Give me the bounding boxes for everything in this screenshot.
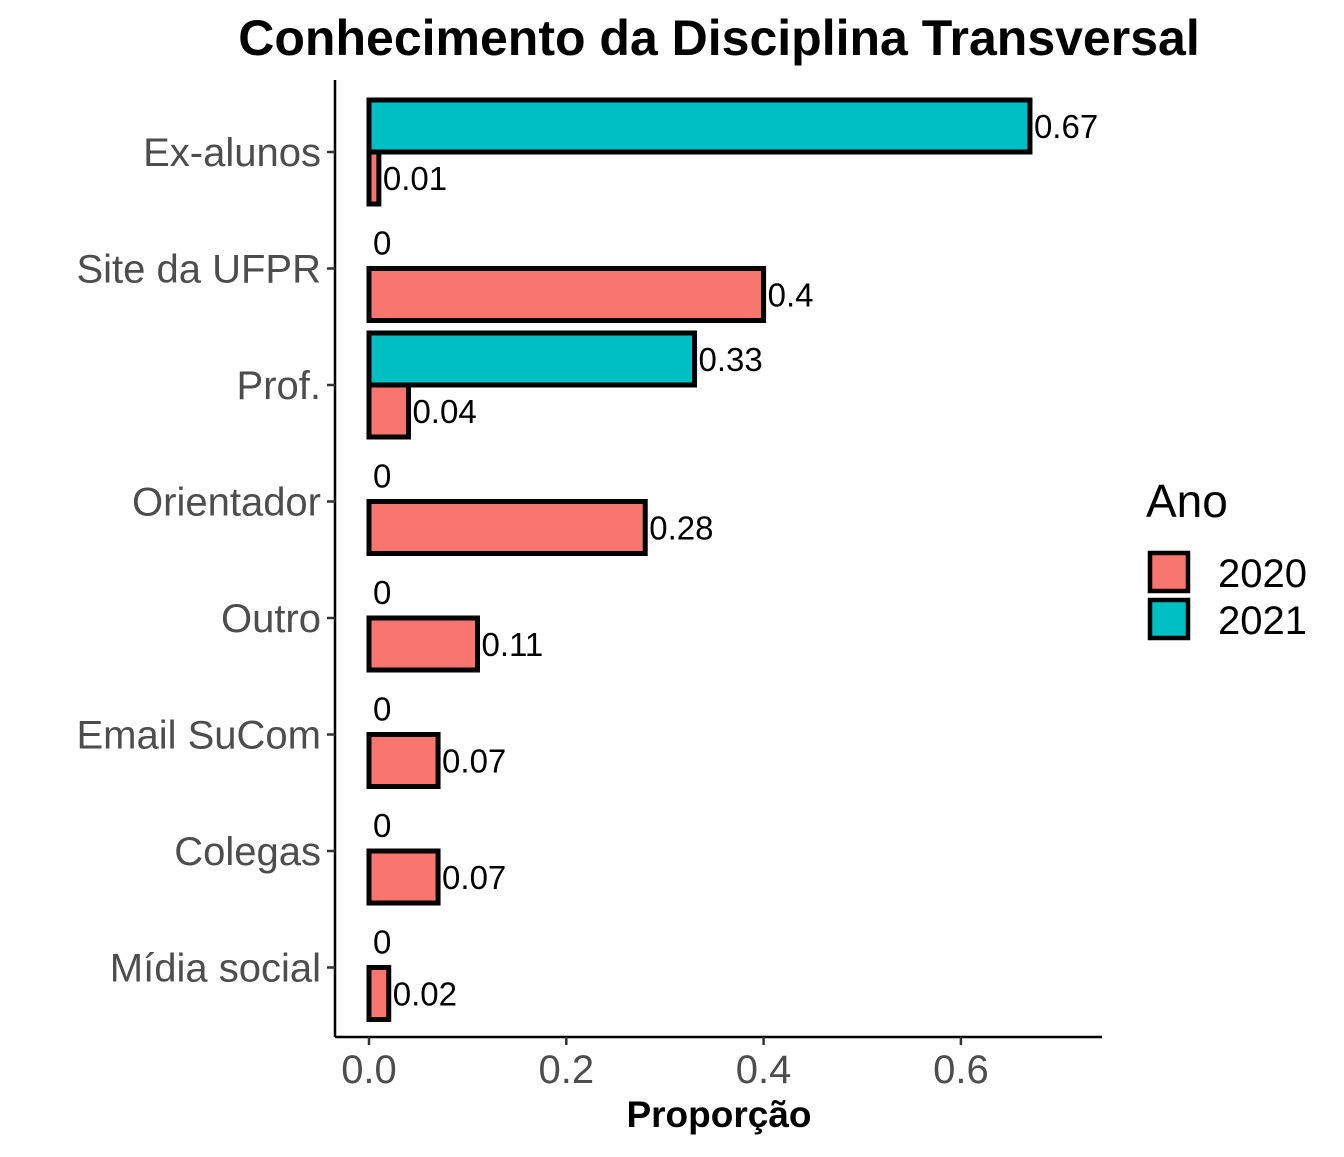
y-tick-label: Outro bbox=[221, 597, 321, 641]
y-tick-label: Colegas bbox=[174, 830, 321, 874]
bar-2020 bbox=[366, 848, 441, 906]
chart-title: Conhecimento da Disciplina Transversal bbox=[238, 10, 1199, 66]
y-tick-label: Site da UFPR bbox=[76, 248, 321, 292]
y-tick-label: Ex-alunos bbox=[143, 131, 321, 175]
x-axis: 0.0 0.2 0.4 0.6 bbox=[341, 1037, 989, 1092]
data-label-2020: 0.04 bbox=[412, 393, 476, 430]
x-tick-label: 0.4 bbox=[736, 1048, 792, 1092]
data-label-2020: 0.28 bbox=[649, 510, 713, 547]
y-tick-label: Mídia social bbox=[110, 947, 321, 991]
bar-2021 bbox=[366, 97, 1033, 155]
y-tick-label: Prof. bbox=[237, 364, 321, 408]
bar-2020 bbox=[366, 149, 382, 207]
legend-label-2020: 2020 bbox=[1218, 552, 1307, 596]
data-label-2021: 0 bbox=[373, 225, 391, 262]
y-tick-label: Orientador bbox=[132, 481, 321, 525]
x-tick-label: 0.2 bbox=[538, 1048, 594, 1092]
data-label-2020: 0.11 bbox=[482, 626, 544, 663]
data-label-2021: 0 bbox=[373, 574, 391, 611]
data-label-2020: 0.4 bbox=[768, 277, 814, 314]
y-axis: Ex-alunos Site da UFPR Prof. Orientador Outr… bbox=[76, 131, 335, 991]
x-tick-label: 0.6 bbox=[933, 1048, 989, 1092]
bars-layer bbox=[366, 97, 1033, 1022]
legend-key-2020 bbox=[1147, 550, 1191, 594]
legend-key-2021 bbox=[1147, 597, 1191, 641]
data-label-2021: 0 bbox=[373, 924, 391, 961]
data-label-2021: 0.67 bbox=[1034, 108, 1098, 145]
legend-label-2021: 2021 bbox=[1218, 599, 1307, 643]
data-label-2020: 0.01 bbox=[383, 160, 447, 197]
bar-2020 bbox=[366, 732, 441, 789]
data-label-2021: 0 bbox=[373, 807, 391, 844]
data-label-2020: 0.07 bbox=[442, 859, 506, 896]
bar-2020 bbox=[366, 965, 392, 1022]
data-label-2021: 0 bbox=[373, 458, 391, 495]
bar-2020 bbox=[366, 615, 481, 673]
data-label-2021: 0.33 bbox=[699, 341, 763, 378]
bar-2020 bbox=[366, 266, 767, 323]
data-labels-layer: 0.67 0.01 0 0.40.33 0.04 0 0.28 0 0.11 0 0.07 0 0.07… bbox=[373, 108, 1098, 1013]
bar-2020 bbox=[366, 499, 648, 556]
data-label-2020: 0.02 bbox=[393, 976, 457, 1013]
y-tick-label: Email SuCom bbox=[76, 714, 321, 758]
x-axis-title: Proporção bbox=[626, 1094, 811, 1135]
bar-2021 bbox=[366, 330, 698, 388]
legend-title: Ano bbox=[1146, 475, 1228, 527]
data-label-2020: 0.07 bbox=[442, 743, 506, 780]
x-tick-label: 0.0 bbox=[341, 1048, 397, 1092]
data-label-2021: 0 bbox=[373, 691, 391, 728]
bar-2020 bbox=[366, 382, 411, 440]
